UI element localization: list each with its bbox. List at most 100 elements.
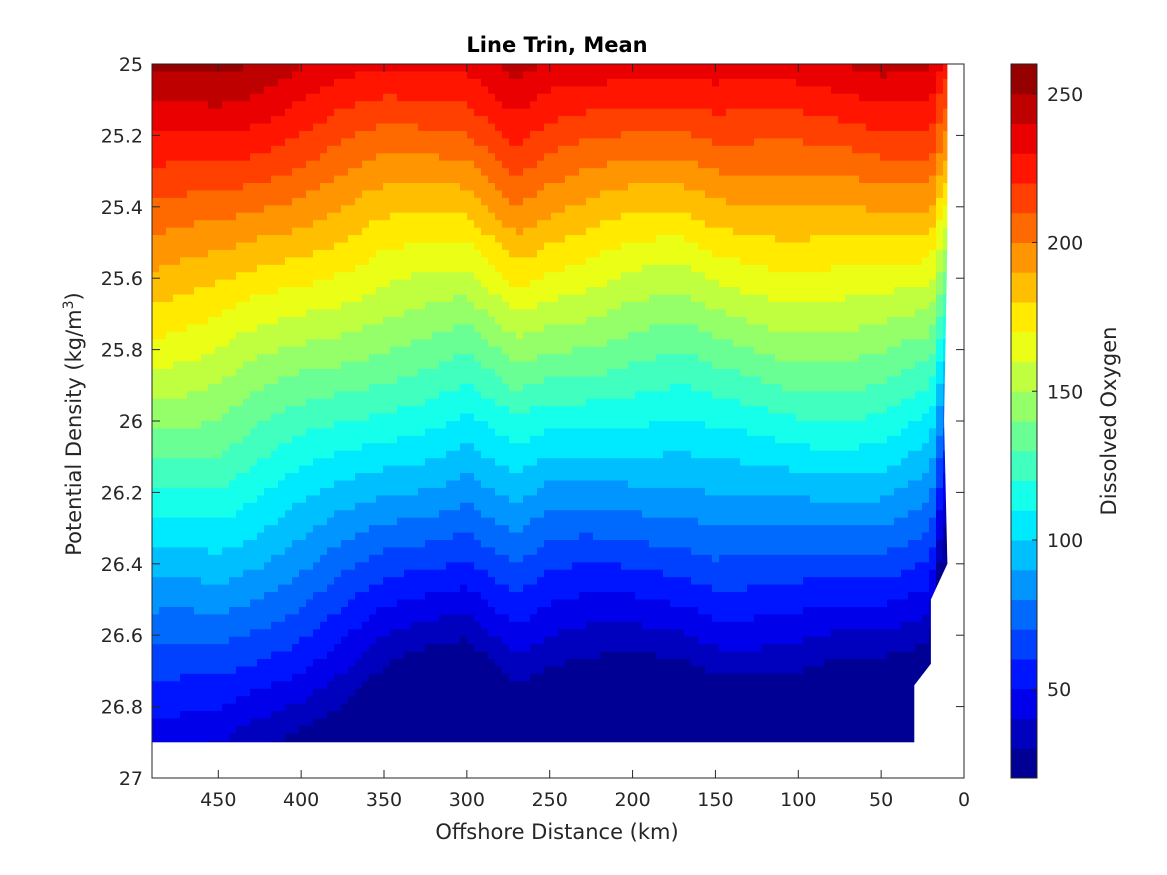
contour-cell <box>257 495 265 504</box>
contour-cell <box>376 703 384 712</box>
contour-cell <box>236 123 244 132</box>
contour-cell <box>467 525 475 534</box>
contour-cell <box>166 249 174 258</box>
contour-cell <box>215 592 223 601</box>
contour-cell <box>404 153 412 162</box>
contour-cell <box>446 502 454 511</box>
contour-cell <box>488 130 496 139</box>
contour-cell <box>376 383 384 392</box>
contour-cell <box>320 718 328 727</box>
contour-cell <box>467 123 475 132</box>
contour-cell <box>173 473 181 482</box>
contour-cell <box>236 361 244 370</box>
contour-cell <box>306 368 314 377</box>
contour-cell <box>271 138 279 147</box>
contour-cell <box>187 116 195 125</box>
contour-cell <box>194 123 202 132</box>
contour-cell <box>411 659 419 668</box>
contour-cell <box>187 257 195 266</box>
contour-cell <box>418 725 426 734</box>
contour-cell <box>369 383 377 392</box>
contour-cell <box>285 621 293 630</box>
contour-cell <box>215 302 223 311</box>
contour-cell <box>509 272 517 281</box>
contour-cell <box>320 279 328 288</box>
contour-cell <box>509 145 517 154</box>
contour-cell <box>299 249 307 258</box>
contour-cell <box>292 435 300 444</box>
contour-cell <box>509 78 517 87</box>
contour-cell <box>502 324 510 333</box>
contour-cell <box>257 428 265 437</box>
contour-cell <box>243 562 251 571</box>
contour-cell <box>418 406 426 415</box>
contour-cell <box>516 64 524 73</box>
contour-cell <box>257 644 265 653</box>
contour-cell <box>341 562 349 571</box>
contour-cell <box>159 614 167 623</box>
contour-cell <box>229 235 237 244</box>
contour-cell <box>439 346 447 355</box>
contour-cell <box>236 547 244 556</box>
contour-cell <box>292 502 300 511</box>
contour-cell <box>327 108 335 117</box>
contour-cell <box>488 212 496 221</box>
contour-cell <box>348 473 356 482</box>
contour-cell <box>474 614 482 623</box>
contour-cell <box>390 443 398 452</box>
contour-cell <box>215 294 223 303</box>
contour-cell <box>215 458 223 467</box>
contour-cell <box>474 733 482 742</box>
contour-cell <box>341 495 349 504</box>
contour-cell <box>257 264 265 273</box>
contour-cell <box>418 138 426 147</box>
contour-cell <box>152 183 160 192</box>
contour-cell <box>159 554 167 563</box>
contour-cell <box>243 450 251 459</box>
contour-cell <box>222 78 230 87</box>
contour-cell <box>411 398 419 407</box>
contour-cell <box>236 510 244 519</box>
contour-cell <box>264 391 272 400</box>
contour-cell <box>446 711 454 720</box>
contour-cell <box>348 220 356 229</box>
contour-cell <box>201 130 209 139</box>
contour-cell <box>327 116 335 125</box>
contour-cell <box>201 502 209 511</box>
contour-cell <box>278 465 286 474</box>
contour-cell <box>474 339 482 348</box>
contour-cell <box>502 368 510 377</box>
contour-cell <box>362 331 370 340</box>
contour-cell <box>215 220 223 229</box>
contour-cell <box>313 606 321 615</box>
contour-cell <box>411 197 419 206</box>
contour-cell <box>369 465 377 474</box>
contour-cell <box>236 160 244 169</box>
contour-cell <box>439 249 447 258</box>
contour-cell <box>376 205 384 214</box>
contour-cell <box>215 599 223 608</box>
contour-cell <box>215 673 223 682</box>
contour-cell <box>229 220 237 229</box>
contour-cell <box>166 435 174 444</box>
contour-cell <box>292 316 300 325</box>
contour-cell <box>327 339 335 348</box>
contour-cell <box>152 346 160 355</box>
contour-cell <box>208 116 216 125</box>
contour-cell <box>467 212 475 221</box>
contour-cell <box>383 733 391 742</box>
contour-cell <box>495 101 503 110</box>
contour-cell <box>369 495 377 504</box>
contour-cell <box>362 302 370 311</box>
contour-cell <box>292 606 300 615</box>
contour-cell <box>278 116 286 125</box>
contour-cell <box>278 421 286 430</box>
contour-cell <box>285 242 293 251</box>
contour-cell <box>446 212 454 221</box>
contour-cell <box>453 428 461 437</box>
contour-cell <box>180 733 188 742</box>
contour-cell <box>278 160 286 169</box>
contour-cell <box>502 421 510 430</box>
contour-cell <box>334 64 342 73</box>
contour-cell <box>327 428 335 437</box>
